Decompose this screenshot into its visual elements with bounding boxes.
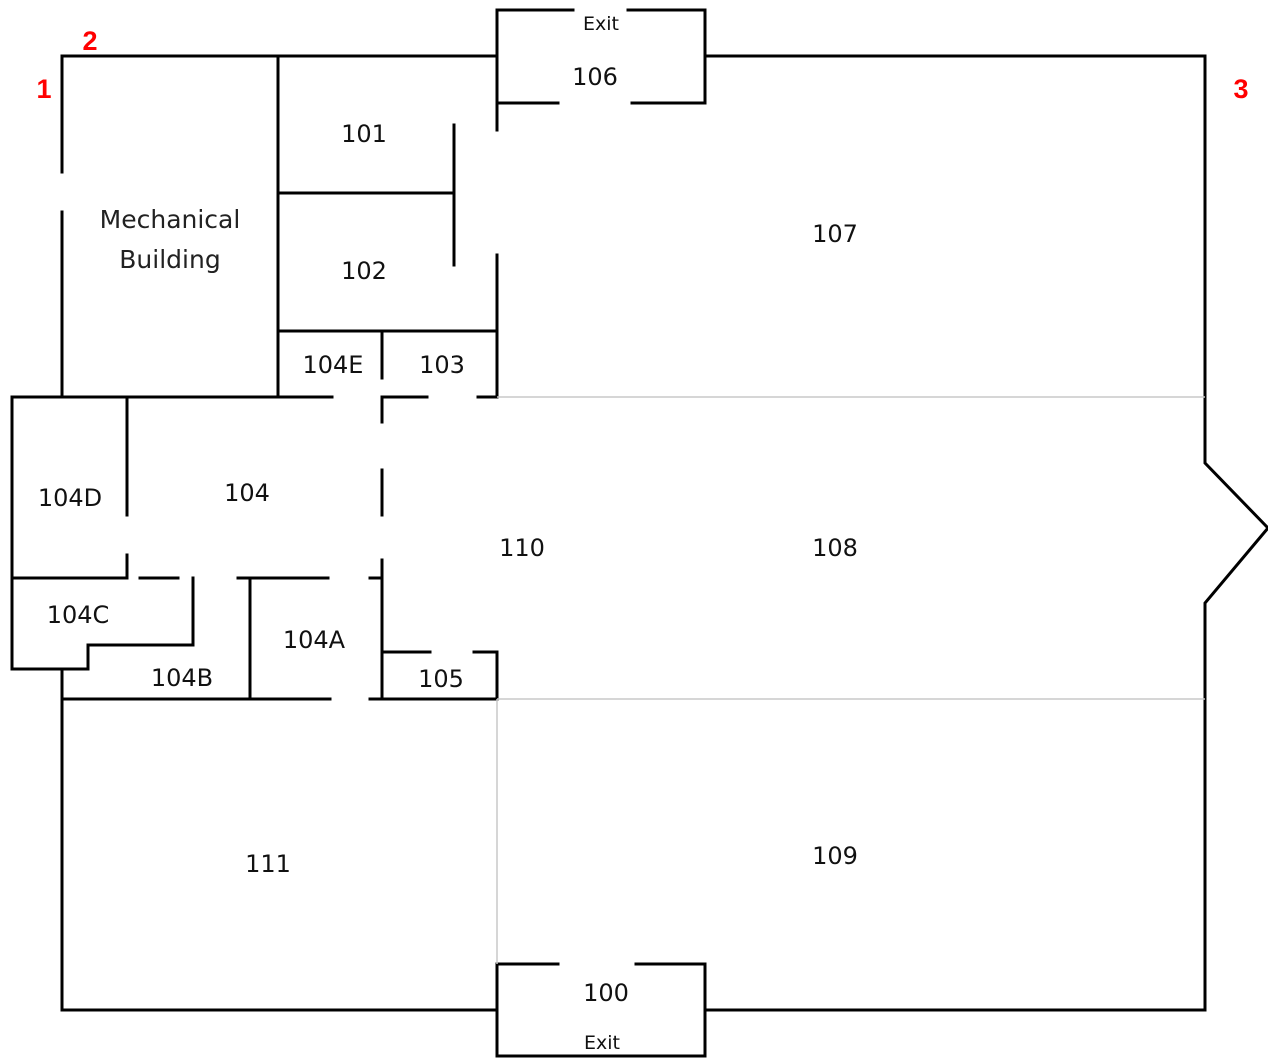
corner-marker-1: 1 — [36, 74, 51, 104]
mechanical-building-label-line2: Building — [119, 245, 220, 274]
room-100-label: 100 — [583, 979, 629, 1007]
room-104a-label: 104A — [283, 626, 346, 654]
room-104c-label: 104C — [47, 601, 110, 629]
room-104b-label: 104B — [151, 664, 213, 692]
room-labels: Mechanical Building 101 102 103 104E 104… — [38, 13, 858, 1054]
exit-bottom-walls — [495, 962, 707, 1058]
zone-lines — [496, 396, 1205, 964]
corner-marker-2: 2 — [82, 26, 97, 56]
exit-top-left-wall — [495, 8, 575, 58]
room-104e-label: 104E — [303, 351, 364, 379]
exit-top-label: Exit — [583, 13, 619, 35]
room-106-label: 106 — [572, 63, 618, 91]
wall-right — [1203, 54, 1268, 1012]
room-102-label: 102 — [341, 257, 387, 285]
walls — [10, 8, 1268, 1058]
room-109-label: 109 — [812, 842, 858, 870]
mechanical-building-label-line1: Mechanical — [100, 205, 241, 234]
corner-marker-3: 3 — [1233, 74, 1248, 104]
room-104-label: 104 — [224, 479, 270, 507]
room-108-label: 108 — [812, 534, 858, 562]
room-110-label: 110 — [499, 534, 545, 562]
exit-bottom-label: Exit — [584, 1032, 620, 1054]
wall-104-outer — [10, 395, 280, 671]
corner-markers: 1 2 3 — [36, 26, 1248, 104]
room-104d-label: 104D — [38, 484, 102, 512]
exit-top-bottom-wall — [495, 54, 560, 105]
room-101-label: 101 — [341, 120, 387, 148]
room-105-label: 105 — [418, 665, 464, 693]
room-103-label: 103 — [419, 351, 465, 379]
room-111-label: 111 — [245, 850, 291, 878]
exit-top-right-wall — [626, 8, 707, 105]
room-107-label: 107 — [812, 220, 858, 248]
